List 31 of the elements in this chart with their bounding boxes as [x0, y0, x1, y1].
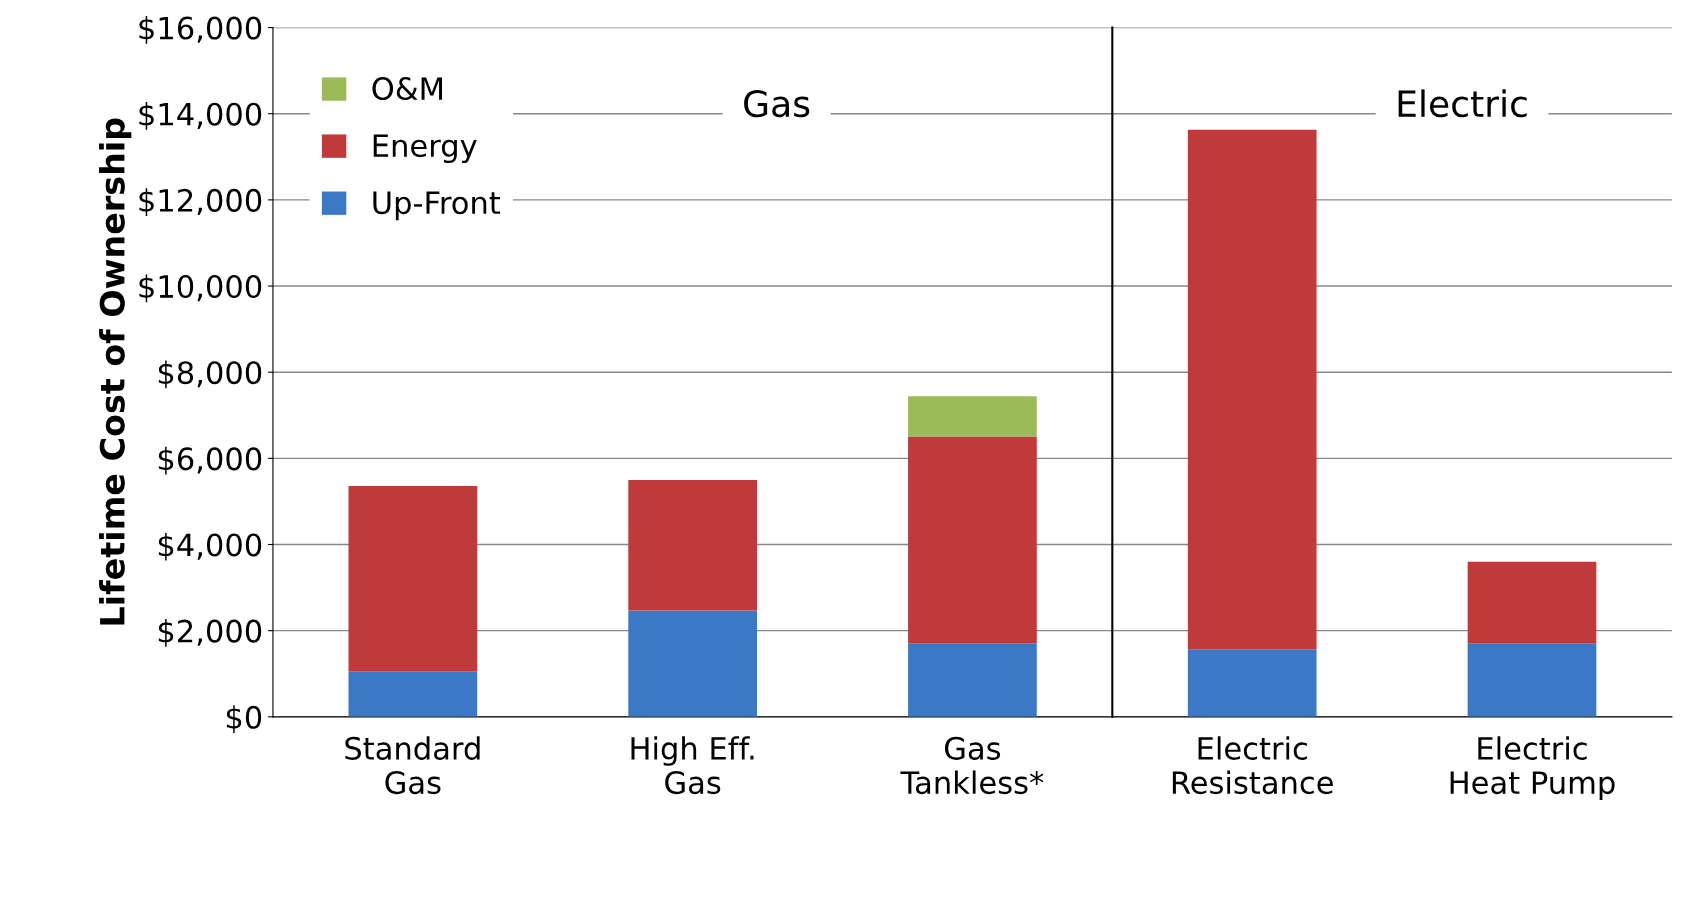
- x-tick-label: High Eff. Gas: [631, 736, 754, 795]
- bar: [908, 396, 1037, 437]
- y-tick-label: $2,000: [158, 619, 262, 647]
- bar: [348, 485, 478, 672]
- x-tick-label: Standard Gas: [345, 736, 480, 795]
- bar: [348, 671, 478, 717]
- y-tick-label: $4,000: [158, 532, 262, 561]
- y-tick-label: $6,000: [158, 446, 262, 475]
- bar: [1467, 643, 1597, 717]
- bar: [1187, 649, 1317, 717]
- legend-label: Up-Front: [373, 191, 501, 221]
- x-tick-label: Electric Resistance: [1172, 736, 1333, 795]
- legend-label: Energy: [373, 134, 477, 164]
- text: Electric: [1398, 89, 1527, 118]
- bar: [1467, 561, 1597, 644]
- y-axis-title: Lifetime Cost of Ownership: [99, 118, 132, 625]
- y-tick-label: $14,000: [139, 102, 262, 130]
- bar: [628, 479, 757, 611]
- bar: [628, 610, 757, 717]
- bar: [1187, 129, 1317, 650]
- y-tick-label: $10,000: [139, 274, 262, 303]
- legend-label: O&M: [372, 77, 442, 101]
- y-tick-label: $0: [226, 705, 262, 733]
- bar: [908, 643, 1037, 717]
- x-tick-label: Gas Tankless*: [900, 736, 1044, 795]
- text: Gas: [744, 90, 810, 118]
- y-tick-label: $12,000: [139, 188, 262, 216]
- y-tick-label: $16,000: [139, 15, 262, 44]
- bar: [908, 436, 1037, 644]
- x-tick-label: Electric Heat Pump: [1450, 736, 1615, 801]
- y-tick-label: $8,000: [158, 360, 262, 389]
